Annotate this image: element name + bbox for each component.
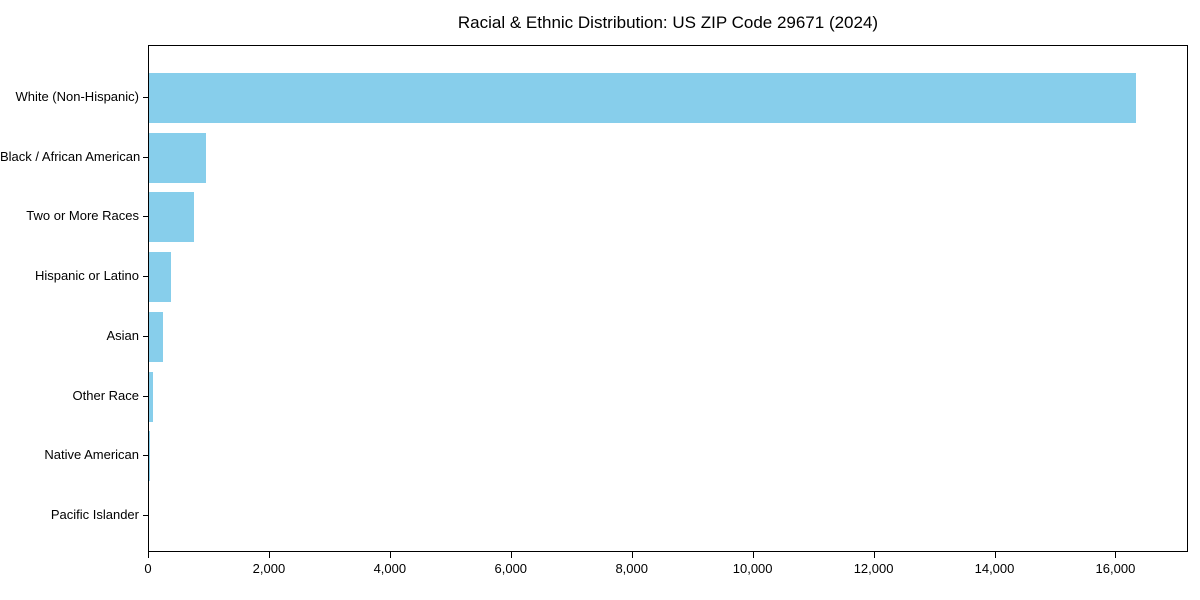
y-tick-hispanic-or-latino [143,276,148,278]
x-tick-label-2000: 2,000 [252,561,286,576]
bar-other-race [149,371,153,422]
x-tick-label-14000: 14,000 [974,561,1015,576]
y-tick-black-african-american [143,156,148,158]
x-tick-6000 [510,552,512,558]
bar-white-non-hispanic [149,73,1137,123]
plot-area [148,45,1188,552]
y-tick-white-non-hispanic [143,97,148,98]
y-axis-label-white-non-hispanic: White (Non-Hispanic) [15,89,139,104]
x-tick-2000 [268,552,270,558]
bar-two-or-more-races [149,192,194,243]
y-tick-asian [143,335,148,337]
x-tick-4000 [389,552,391,558]
bar-black-african-american [149,132,206,183]
x-tick-16000 [1115,552,1117,558]
y-tick-other-race [143,395,148,397]
chart-title: Racial & Ethnic Distribution: US ZIP Cod… [457,13,879,32]
x-tick-label-4000: 4,000 [373,561,407,576]
bar-hispanic-or-latino [149,252,171,303]
x-tick-label-10000: 10,000 [732,561,773,576]
x-tick-12000 [873,552,875,558]
x-tick-0 [148,552,149,558]
x-tick-label-0: 0 [144,561,152,576]
y-axis-label-pacific-islander: Pacific Islander [50,506,139,522]
y-tick-pacific-islander [143,514,148,516]
y-tick-two-or-more-races [143,216,148,218]
x-tick-label-6000: 6,000 [494,561,528,576]
bar-native-american [149,431,150,482]
y-axis-label-black-african-american: Black / African American [0,148,141,164]
y-axis-label-native-american: Native American [44,447,139,463]
x-tick-8000 [631,552,633,558]
y-tick-native-american [143,455,148,457]
x-tick-10000 [752,552,754,558]
x-tick-label-12000: 12,000 [853,561,894,576]
y-axis-label-two-or-more-races: Two or More Races [26,208,139,224]
x-tick-label-8000: 8,000 [615,561,648,576]
x-tick-label-16000: 16,000 [1095,561,1136,576]
y-axis-label-asian: Asian [106,327,139,343]
x-tick-14000 [994,552,996,558]
bar-asian [149,311,163,362]
y-axis-label-hispanic-or-latino: Hispanic or Latino [34,268,139,284]
y-axis-label-other-race: Other Race [72,387,139,403]
